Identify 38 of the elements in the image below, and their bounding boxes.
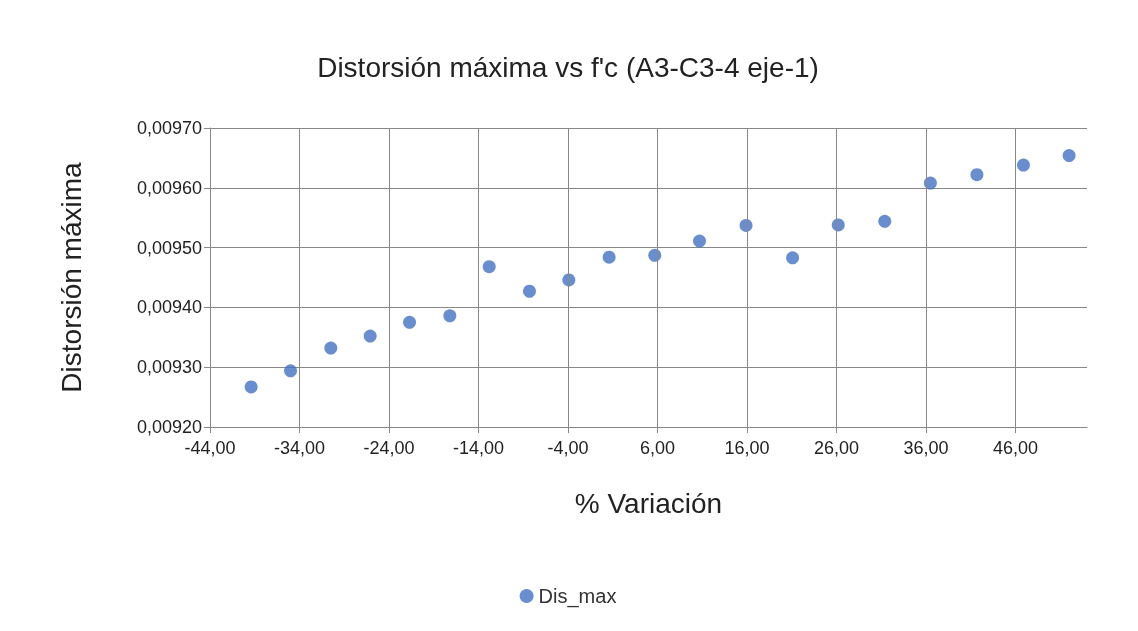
y-axis-title: Distorsión máxima xyxy=(55,161,87,393)
point xyxy=(970,168,984,182)
y-tick-label: 0,00930 xyxy=(136,357,202,378)
point xyxy=(878,214,892,228)
x-tick-label: -34,00 xyxy=(273,438,326,458)
x-tick-label: -24,00 xyxy=(363,438,415,458)
point xyxy=(443,309,457,323)
point xyxy=(324,341,338,355)
point xyxy=(1016,158,1030,172)
y-tick-label: 0,00920 xyxy=(136,417,202,437)
y-tick-label: 0,00950 xyxy=(136,237,202,258)
x-tick-label: 46,00 xyxy=(992,438,1038,458)
x-tick-label: 16,00 xyxy=(724,438,770,458)
x-tick-label: 6,00 xyxy=(639,438,675,458)
point xyxy=(403,315,417,329)
y-tick-label: 0,00960 xyxy=(136,177,202,198)
point xyxy=(284,364,298,378)
point xyxy=(923,176,937,190)
x-tick-label: -44,00 xyxy=(184,438,236,458)
x-tick-label: -14,00 xyxy=(452,438,504,458)
legend-label: Dis_max xyxy=(538,585,617,608)
x-axis-title: % Variación xyxy=(574,487,723,519)
point xyxy=(244,380,258,394)
point xyxy=(693,234,707,248)
point xyxy=(602,250,616,264)
point xyxy=(522,284,536,298)
y-tick-label: 0,00970 xyxy=(136,118,202,138)
x-tick-label: 26,00 xyxy=(813,438,859,458)
point xyxy=(831,218,845,232)
y-tick-label: 0,00940 xyxy=(136,297,202,318)
chart-title: Distorsión máxima vs f'c (A3-C3-4 eje-1) xyxy=(317,51,819,83)
point xyxy=(1062,149,1076,162)
point xyxy=(648,248,662,262)
x-tick-label: -4,00 xyxy=(547,438,589,458)
point xyxy=(482,260,496,274)
point xyxy=(363,329,377,343)
x-tick-label: 36,00 xyxy=(903,438,949,458)
point xyxy=(786,251,800,265)
